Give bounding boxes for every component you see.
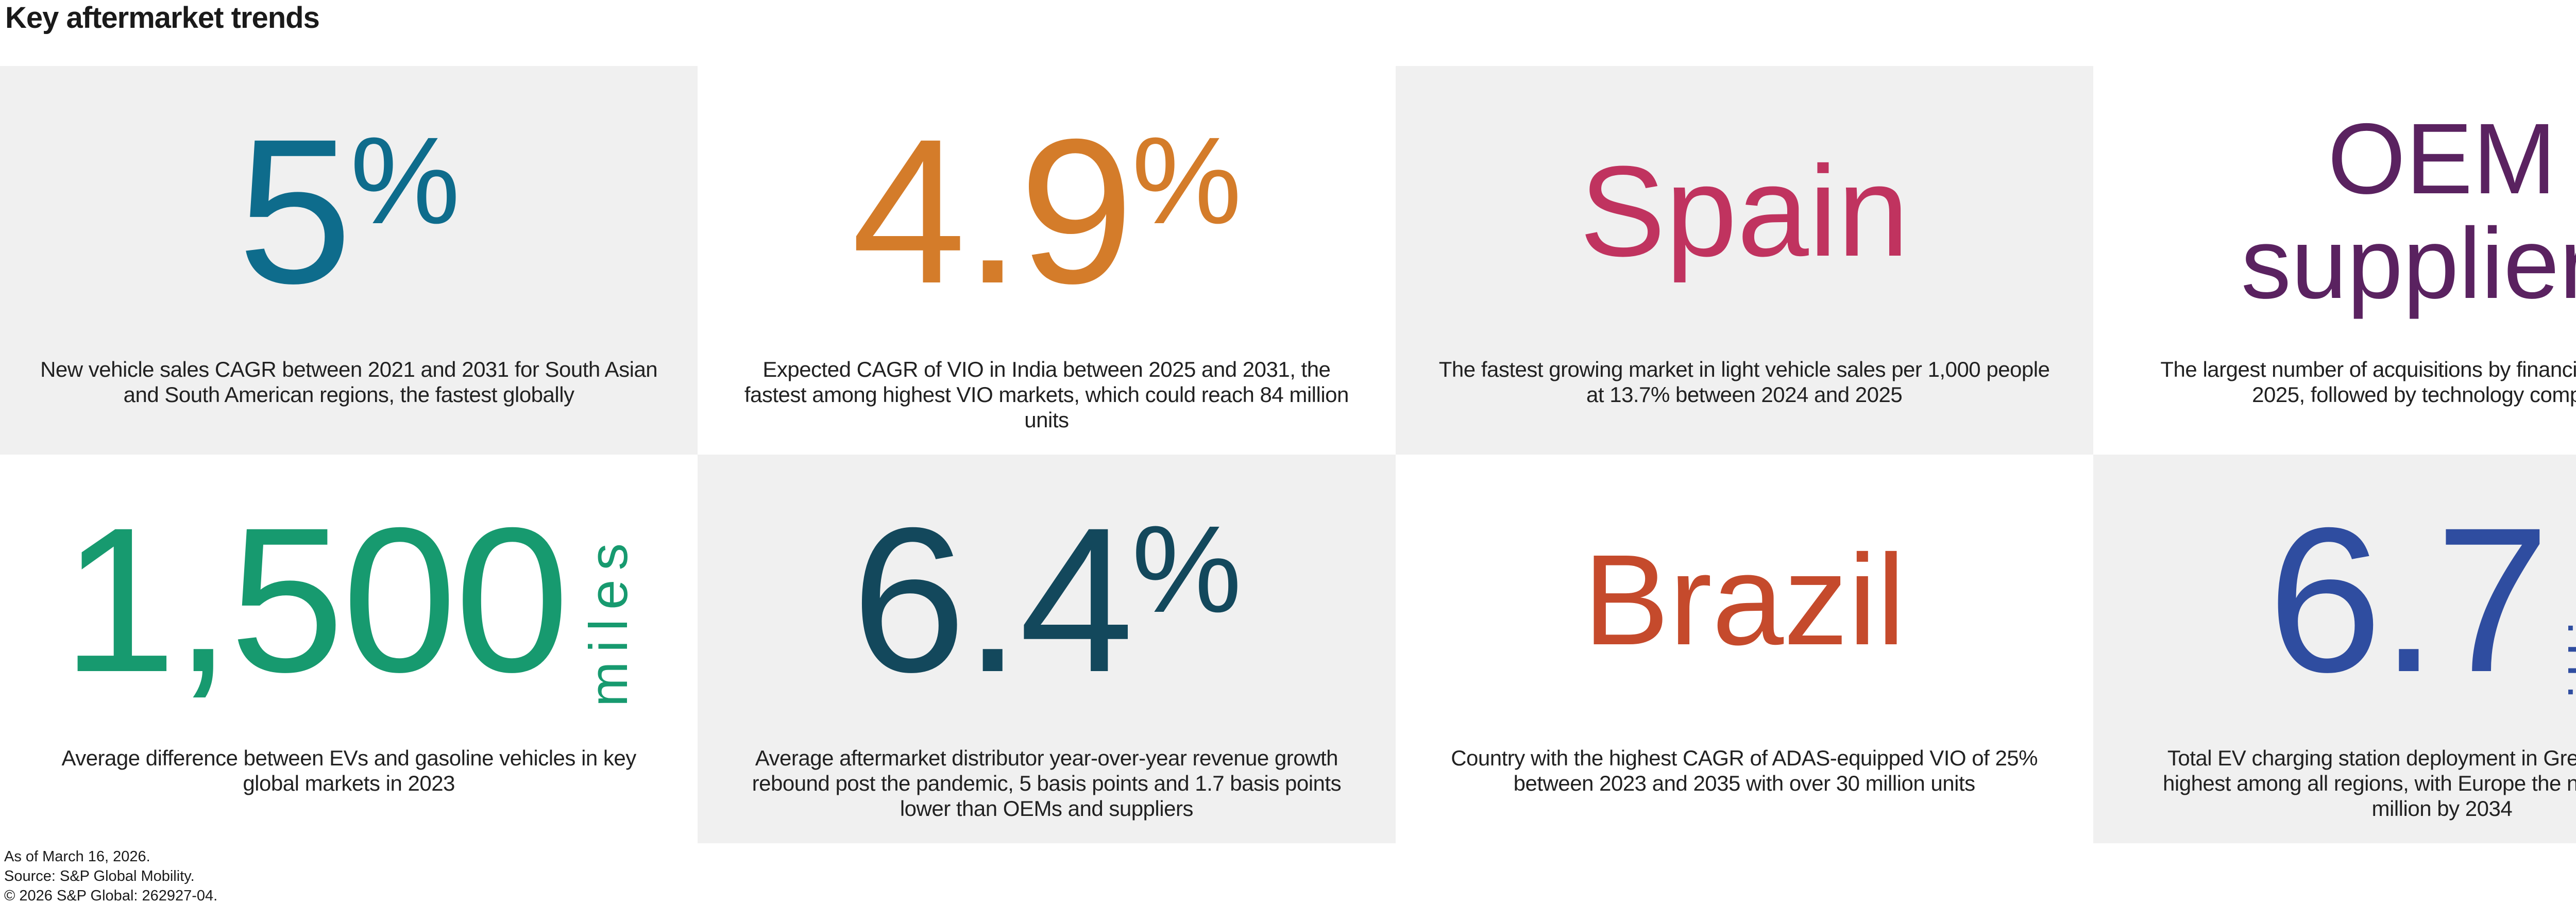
stat-unit-vertical-label: million — [2559, 534, 2576, 753]
page-title: Key aftermarket trends — [5, 1, 320, 35]
stat-value-area: OEM suppliers — [2093, 66, 2576, 357]
stat-line: 6.7 million — [2267, 485, 2576, 753]
stat-card-grid: 5% New vehicle sales CAGR between 2021 a… — [0, 66, 2576, 843]
stat-percent-sign: % — [350, 111, 461, 249]
stat-description: The fastest growing market in light vehi… — [1438, 357, 2050, 407]
stat-value-area: 1,500 miles — [0, 455, 698, 745]
stat-card: 5% New vehicle sales CAGR between 2021 a… — [0, 66, 698, 455]
stat-card: 1,500 miles Average difference between E… — [0, 455, 698, 843]
footer-note: As of March 16, 2026. Source: S&P Global… — [4, 847, 217, 902]
stat-description: New vehicle sales CAGR between 2021 and … — [40, 357, 658, 407]
stat-line: Spain — [1580, 144, 1909, 278]
stat-description: Country with the highest CAGR of ADAS-eq… — [1451, 746, 2038, 795]
stat-value-area: Spain — [1396, 66, 2093, 357]
stat-description: Average aftermarket distributor year-ove… — [752, 746, 1342, 821]
stat-word: Brazil — [1583, 528, 1906, 672]
stat-description: The largest number of acquisitions by fi… — [2160, 357, 2576, 407]
stat-unit-vertical-label: miles — [579, 534, 639, 707]
stat-word: OEM suppliers — [2241, 103, 2576, 320]
stat-value-area: 4.9% — [698, 66, 1395, 357]
stat-description: Average difference between EVs and gasol… — [61, 746, 636, 795]
stat-word: Spain — [1579, 139, 1909, 283]
stat-value-area: 5% — [0, 66, 698, 357]
stat-value-area: Brazil — [1396, 455, 2093, 745]
stat-card: 6.4% Average aftermarket distributor yea… — [698, 455, 1396, 843]
footer-as-of-date: As of March 16, 2026. — [4, 848, 150, 865]
stat-percent-sign: % — [1131, 500, 1242, 638]
stat-value: 1,500 — [62, 485, 569, 715]
stat-value: 4.9% — [851, 96, 1242, 326]
footer-source: Source: S&P Global Mobility. — [4, 868, 195, 884]
stat-line: OEM suppliers — [2241, 107, 2576, 316]
stat-card: Spain The fastest growing market in ligh… — [1395, 66, 2093, 455]
stat-card: 4.9% Expected CAGR of VIO in India betwe… — [698, 66, 1396, 455]
stat-value: 5% — [238, 96, 461, 326]
stat-description: Expected CAGR of VIO in India between 20… — [744, 357, 1349, 432]
stat-card: Brazil Country with the highest CAGR of … — [1395, 455, 2093, 843]
stat-card: 6.7 million Total EV charging station de… — [2093, 455, 2576, 843]
stat-line: 1,500 miles — [62, 485, 639, 715]
stat-value-area: 6.7 million — [2093, 455, 2576, 753]
stat-line: 6.4% — [852, 497, 1242, 703]
stat-line: Brazil — [1583, 533, 1905, 667]
stat-value: 6.7 — [2267, 485, 2550, 715]
stat-percent-sign: % — [1131, 111, 1242, 249]
stat-card: OEM suppliers The largest number of acqu… — [2093, 66, 2576, 455]
stat-line: 5% — [238, 108, 460, 314]
footer-copyright: © 2026 S&P Global: 262927-04. — [4, 888, 218, 902]
stat-description: Total EV charging station deployment in … — [2163, 746, 2576, 821]
stat-line: 4.9% — [852, 108, 1242, 314]
stat-value-area: 6.4% — [698, 455, 1395, 745]
stat-value: 6.4% — [851, 485, 1242, 715]
